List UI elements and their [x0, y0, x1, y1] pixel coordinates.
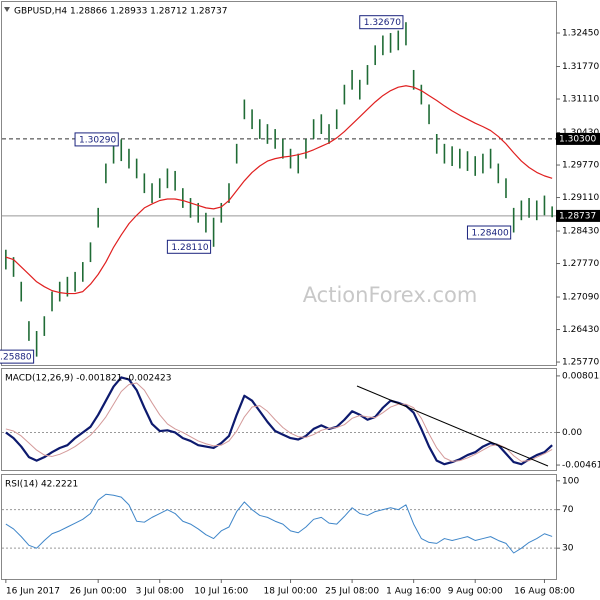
y-tick-label: -0.004619: [562, 461, 600, 471]
series-line: [5, 382, 553, 462]
trend-line: [356, 385, 549, 467]
annotation-box: [359, 15, 404, 30]
y-tick-label: 1.28430: [562, 227, 599, 237]
watermark: ActionForex.com: [303, 283, 478, 307]
y-tick-label: 1.29770: [562, 161, 599, 171]
price-label: 1.30300: [559, 134, 596, 144]
price-label-box: [556, 209, 600, 222]
panel-title: RSI(14) 42.2221: [5, 480, 78, 490]
annotation-label: 1.25880: [0, 353, 32, 363]
annotation-label: 1.30290: [79, 135, 116, 145]
y-tick-label: 0.00: [562, 428, 582, 438]
series-line: [5, 376, 553, 466]
panel-title: MACD(12,26,9) -0.001821 -0.002423: [5, 374, 171, 384]
plot-area: [2, 376, 556, 466]
x-tick-label: 3 Jul 08:00: [136, 587, 185, 597]
y-tick-label: 70: [562, 505, 574, 515]
rsi-panel: [1, 474, 557, 580]
y-tick-label: 1.29110: [562, 193, 599, 203]
annotation-box: [74, 132, 119, 147]
series-line: [5, 493, 553, 554]
x-tick-label: 1 Aug 16:00: [386, 587, 441, 597]
panel-title: GBPUSD,H4 1.28866 1.28933 1.28712 1.2873…: [14, 7, 227, 17]
x-tick-label: 18 Jul 00:00: [264, 587, 318, 597]
x-tick-label: 16 Jun 2017: [6, 587, 60, 597]
y-tick-label: 0.008012: [562, 371, 600, 381]
y-tick-label: 1.27090: [562, 293, 599, 303]
y-tick-label: 1.25770: [562, 358, 599, 368]
series-line: [5, 85, 553, 295]
panel-layer: 0.008012 0.00 -0.004619 MACD(12,26,9) -0.00…: [2, 371, 600, 471]
panel-layer: 100 70 30 16 Jun 2017 26 Jun 00:00 3 Jul 08:0…: [2, 476, 579, 597]
annotation-box: [466, 225, 512, 240]
x-tick-label: 16 Aug 08:00: [514, 587, 575, 597]
y-tick-label: 1.31110: [562, 95, 599, 105]
price-panel: [1, 1, 557, 366]
macd-panel: [1, 368, 557, 471]
y-tick-label: 30: [562, 544, 574, 554]
annotation-box: [166, 239, 212, 254]
annotation-label: 1.28400: [471, 229, 508, 239]
annotation-label: 1.32670: [364, 18, 401, 28]
x-tick-label: 26 Jun 00:00: [70, 587, 127, 597]
y-tick-label: 1.26430: [562, 325, 599, 335]
x-tick-label: 9 Aug 00:00: [448, 587, 503, 597]
x-tick-label: 10 Jul 16:00: [194, 587, 248, 597]
y-tick-label: 1.27770: [562, 259, 599, 269]
y-tick-label: 1.31770: [562, 62, 599, 72]
price-label: 1.28737: [559, 211, 596, 221]
price-label-box: [556, 132, 600, 145]
title-icon: [4, 7, 10, 12]
y-tick-label: 100: [562, 476, 579, 486]
x-tick-label: 25 Jul 08:00: [325, 587, 379, 597]
annotation-box: [0, 349, 35, 364]
plot-area: [2, 493, 556, 554]
annotation-label: 1.28110: [171, 243, 208, 253]
y-tick-label: 1.32450: [562, 29, 599, 39]
panel-layer: ActionForex.com 1.32450 1.31770 1.31110 1.30…: [0, 7, 600, 368]
